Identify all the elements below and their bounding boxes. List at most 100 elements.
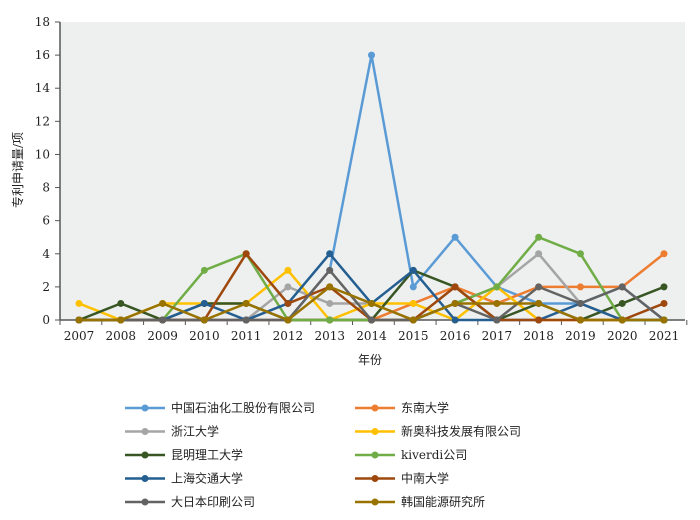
data-point	[451, 283, 459, 291]
legend-label: 浙江大学	[171, 424, 219, 439]
x-tick-label: 2008	[106, 329, 137, 343]
x-tick-label: 2013	[314, 329, 345, 343]
legend-label: 昆明理工大学	[171, 447, 243, 462]
data-point	[618, 299, 626, 307]
legend-label: 中国石油化工股份有限公司	[171, 400, 315, 415]
data-point	[576, 299, 584, 307]
data-point	[326, 283, 334, 291]
data-point	[200, 299, 208, 307]
x-tick-label: 2009	[147, 329, 178, 343]
data-point	[535, 250, 543, 258]
legend-marker	[141, 451, 149, 459]
data-point	[284, 283, 292, 291]
data-point	[284, 266, 292, 274]
legend-label: 新奥科技发展有限公司	[401, 424, 521, 439]
data-point	[159, 299, 167, 307]
data-point	[576, 250, 584, 258]
data-point	[368, 316, 375, 324]
x-tick-label: 2016	[440, 329, 471, 343]
y-tick-label: 12	[35, 114, 50, 128]
data-point	[535, 299, 543, 307]
x-tick-label: 2012	[273, 329, 304, 343]
data-point	[409, 299, 417, 307]
legend-marker	[371, 498, 379, 506]
legend-item: kiverdi公司	[355, 448, 467, 462]
x-tick-label: 2015	[398, 329, 429, 343]
legend-item: 新奥科技发展有限公司	[355, 424, 521, 439]
x-tick-label: 2018	[523, 329, 554, 343]
legend-item: 韩国能源研究所	[355, 494, 485, 509]
x-tick-label: 2021	[649, 329, 680, 343]
data-point	[117, 316, 125, 324]
x-tick-label: 2014	[356, 329, 387, 343]
data-point	[200, 316, 208, 324]
legend-item: 昆明理工大学	[125, 447, 243, 462]
legend-label: 大日本印刷公司	[171, 495, 255, 509]
x-tick-label: 2011	[231, 329, 262, 343]
legend-marker	[141, 498, 149, 506]
legend-marker	[371, 428, 379, 435]
data-point	[618, 316, 626, 324]
legend-item: 大日本印刷公司	[125, 495, 255, 509]
data-point	[326, 250, 334, 258]
data-point	[535, 316, 543, 324]
legend-label: 韩国能源研究所	[401, 494, 485, 509]
y-tick-label: 0	[42, 313, 50, 327]
data-point	[409, 316, 417, 324]
x-tick-label: 2020	[607, 329, 638, 343]
x-tick-label: 2019	[565, 329, 596, 343]
data-point	[284, 299, 292, 307]
x-axis-label: 年份	[358, 353, 382, 367]
data-point	[284, 316, 292, 324]
y-tick-label: 4	[42, 247, 50, 261]
data-point	[242, 299, 250, 307]
y-tick-label: 2	[42, 280, 50, 294]
legend-item: 中南大学	[355, 471, 449, 486]
data-point	[75, 316, 83, 324]
series-9	[75, 283, 668, 324]
legend-marker	[141, 428, 149, 435]
data-point	[326, 316, 334, 324]
y-tick-label: 18	[35, 15, 50, 29]
data-point	[535, 283, 543, 291]
data-point	[368, 51, 375, 59]
data-point	[117, 299, 125, 307]
legend-item: 中国石油化工股份有限公司	[125, 400, 315, 415]
legend-marker	[371, 475, 379, 482]
y-tick-label: 8	[42, 181, 50, 195]
data-point	[576, 283, 584, 291]
legend-item: 浙江大学	[125, 424, 219, 439]
data-point	[660, 283, 668, 291]
data-point	[368, 299, 375, 307]
data-point	[535, 233, 543, 241]
data-point	[451, 233, 459, 241]
legend-item: 上海交通大学	[125, 471, 243, 486]
data-point	[75, 299, 83, 307]
legend-marker	[141, 475, 149, 482]
data-point	[242, 250, 250, 258]
legend-label: 上海交通大学	[171, 471, 243, 486]
data-point	[660, 299, 668, 307]
data-point	[242, 316, 250, 324]
data-point	[576, 316, 584, 324]
legend-marker	[371, 451, 379, 459]
data-point	[409, 266, 417, 274]
data-point	[493, 316, 501, 324]
y-tick-label: 6	[42, 214, 50, 228]
data-point	[451, 299, 459, 307]
y-tick-label: 14	[35, 81, 51, 95]
data-point	[618, 283, 626, 291]
x-tick-label: 2017	[482, 329, 513, 343]
data-point	[660, 250, 668, 258]
data-point	[493, 299, 501, 307]
plot-area	[60, 22, 685, 320]
data-point	[200, 266, 208, 274]
legend-item: 东南大学	[355, 400, 449, 415]
legend-label: 中南大学	[401, 471, 449, 486]
data-point	[326, 266, 334, 274]
x-tick-label: 2010	[189, 329, 220, 343]
data-point	[451, 316, 459, 324]
data-point	[409, 283, 417, 291]
data-point	[493, 283, 501, 291]
